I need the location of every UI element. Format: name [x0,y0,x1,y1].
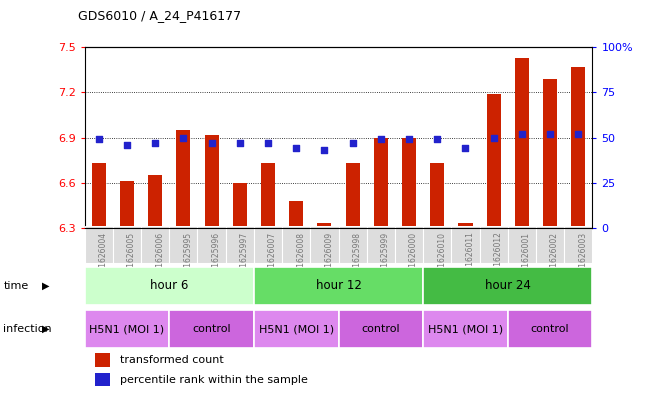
Text: hour 6: hour 6 [150,279,188,292]
Point [376,136,386,143]
Bar [395,226,423,263]
Text: control: control [361,324,400,334]
Text: transformed count: transformed count [120,355,224,365]
Text: GSM1626011: GSM1626011 [465,231,475,283]
Bar [508,226,536,263]
Text: time: time [3,281,29,291]
Bar [458,223,473,228]
Bar [169,310,254,348]
Bar [141,226,169,263]
Text: H5N1 (MOI 1): H5N1 (MOI 1) [258,324,334,334]
Bar [176,130,190,228]
Point [122,141,132,148]
Text: GSM1626004: GSM1626004 [99,231,107,283]
Text: GSM1625998: GSM1625998 [353,231,361,283]
Text: GSM1626009: GSM1626009 [324,231,333,283]
Bar [423,267,592,305]
Bar [197,226,226,263]
Bar [95,353,110,367]
Text: GDS6010 / A_24_P416177: GDS6010 / A_24_P416177 [78,9,242,22]
Bar [120,181,134,228]
Point [432,136,443,143]
Point [178,134,189,141]
Text: GSM1626010: GSM1626010 [437,231,446,283]
Point [573,131,583,137]
Text: percentile rank within the sample: percentile rank within the sample [120,375,308,385]
Text: GSM1626002: GSM1626002 [550,231,559,283]
Bar [289,201,303,228]
Point [545,131,555,137]
Bar [254,310,339,348]
Bar [536,226,564,263]
Point [291,145,301,152]
Bar [148,175,162,228]
Text: control: control [531,324,570,334]
Text: control: control [192,324,231,334]
Text: infection: infection [3,324,52,334]
Bar [423,226,451,263]
Bar [346,163,359,228]
Text: GSM1625999: GSM1625999 [381,231,390,283]
Bar [339,310,423,348]
Bar [564,226,592,263]
Bar [204,134,219,228]
Text: H5N1 (MOI 1): H5N1 (MOI 1) [428,324,503,334]
Bar [543,79,557,228]
Point [234,140,245,146]
Bar [85,267,254,305]
Text: GSM1626003: GSM1626003 [578,231,587,283]
Text: GSM1626006: GSM1626006 [155,231,164,283]
Text: GSM1625996: GSM1625996 [212,231,221,283]
Point [94,136,104,143]
Point [404,136,414,143]
Bar [282,226,311,263]
Text: ▶: ▶ [42,324,50,334]
Bar [487,94,501,228]
Text: GSM1625995: GSM1625995 [184,231,192,283]
Bar [423,310,508,348]
Bar [254,226,282,263]
Text: GSM1626012: GSM1626012 [493,231,503,283]
Text: GSM1626008: GSM1626008 [296,231,305,283]
Text: GSM1626001: GSM1626001 [522,231,531,283]
Bar [254,267,423,305]
Bar [451,226,480,263]
Point [488,134,499,141]
Point [319,147,329,153]
Text: H5N1 (MOI 1): H5N1 (MOI 1) [89,324,165,334]
Text: GSM1625997: GSM1625997 [240,231,249,283]
Bar [402,138,416,228]
Text: GSM1626007: GSM1626007 [268,231,277,283]
Bar [480,226,508,263]
Bar [261,163,275,228]
Point [348,140,358,146]
Bar [169,226,197,263]
Bar [226,226,254,263]
Bar [430,163,444,228]
Bar [113,226,141,263]
Point [460,145,471,152]
Text: hour 12: hour 12 [316,279,361,292]
Bar [85,226,113,263]
Bar [85,310,169,348]
Bar [508,310,592,348]
Bar [374,138,388,228]
Point [150,140,160,146]
Bar [311,226,339,263]
Point [517,131,527,137]
Bar [339,226,367,263]
Bar [317,223,331,228]
Bar [92,163,106,228]
Bar [515,58,529,228]
Bar [572,67,585,228]
Text: ▶: ▶ [42,281,50,291]
Text: GSM1626000: GSM1626000 [409,231,418,283]
Text: GSM1626005: GSM1626005 [127,231,136,283]
Bar [233,183,247,228]
Bar [95,373,110,386]
Point [263,140,273,146]
Bar [367,226,395,263]
Text: hour 24: hour 24 [485,279,531,292]
Point [206,140,217,146]
